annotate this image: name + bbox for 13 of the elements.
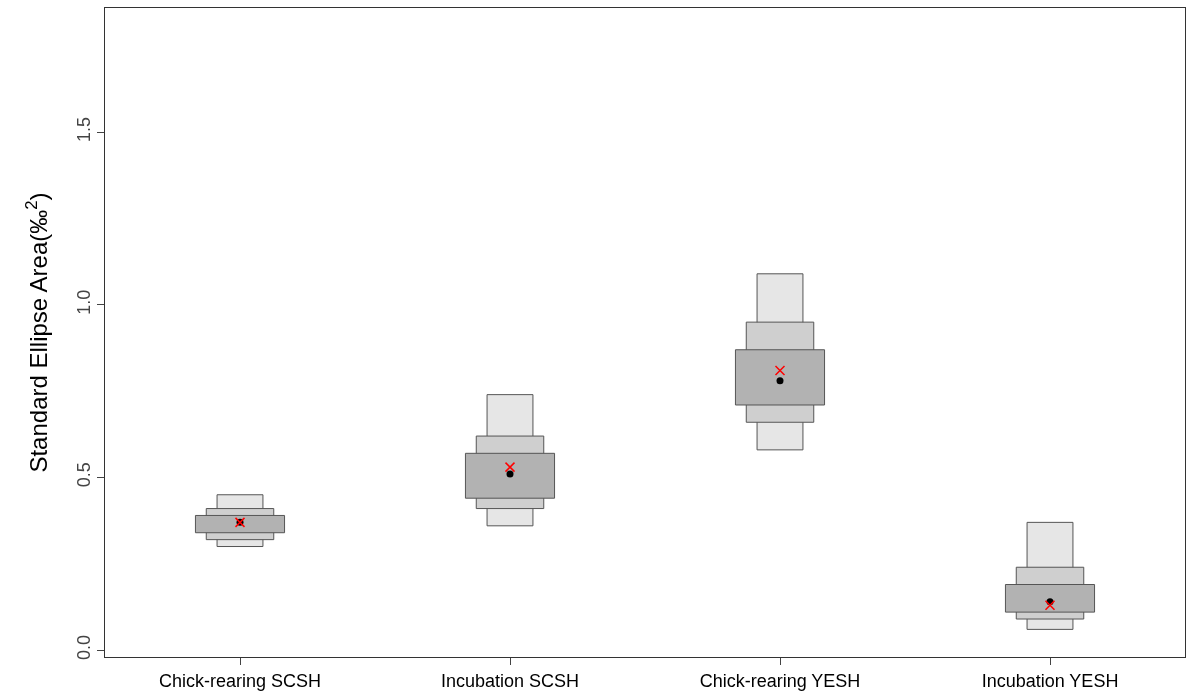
x-tick-label: Incubation SCSH: [440, 670, 580, 691]
point: [1044, 599, 1056, 611]
x-tick-label: Chick-rearing YESH: [699, 670, 861, 691]
x-tick-label: Incubation YESH: [981, 670, 1119, 691]
y-tick-label: 0.0: [73, 634, 94, 660]
y-tick-label: 0.5: [73, 462, 94, 488]
point: [776, 377, 784, 385]
x-tick-label: Chick-rearing SCSH: [158, 670, 322, 691]
point: [504, 461, 516, 473]
point: [774, 365, 786, 376]
point: [506, 470, 514, 478]
y-tick-label: 1.0: [73, 289, 94, 315]
y-tick-label: 1.5: [73, 117, 94, 143]
